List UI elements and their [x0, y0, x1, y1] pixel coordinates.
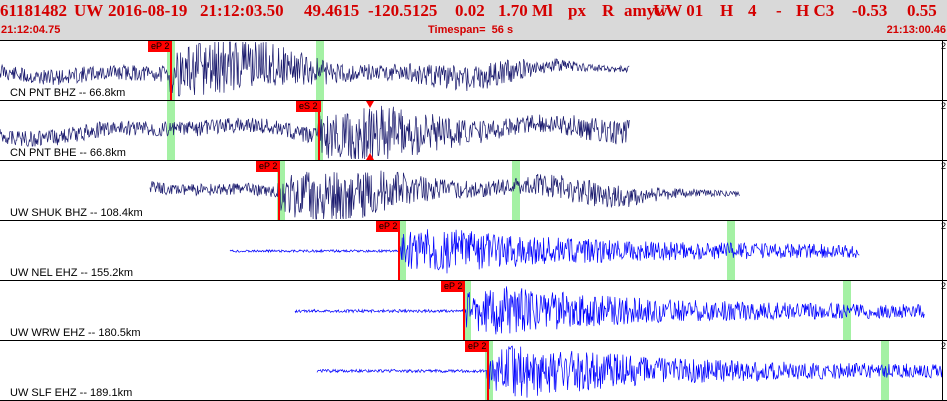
event-dash: -: [776, 1, 782, 20]
time-window-marker[interactable]: [727, 221, 735, 280]
panel-scale-bar[interactable]: [942, 341, 947, 400]
phase-pick-label[interactable]: eP 2: [256, 161, 281, 172]
waveform-panel[interactable]: eP 2 CN PNT BHZ -- 66.8km 2: [0, 41, 947, 101]
station-label: CN PNT BHZ -- 66.8km: [10, 87, 126, 99]
event-value-2: 0.55: [907, 1, 937, 20]
event-time: 21:12:03.50: [200, 1, 284, 20]
scale-value: 2: [940, 221, 946, 231]
seismogram-trace: [149, 170, 740, 220]
event-network: UW: [74, 1, 104, 20]
event-author: amyw: [624, 1, 668, 20]
phase-pick-label[interactable]: eP 2: [148, 41, 173, 52]
station-label: UW SHUK BHZ -- 108.4km: [10, 207, 143, 219]
seismogram-trace: [229, 229, 860, 274]
end-time: 21:13:00.46: [886, 24, 946, 36]
seismogram-trace: [0, 41, 630, 97]
event-net-code: UW 01: [653, 1, 704, 20]
event-amplitudes: [0, 1, 947, 23]
waveform-panel[interactable]: eP 2 UW WRW EHZ -- 180.5km 2: [0, 281, 947, 341]
phase-pick-label[interactable]: eS 2: [296, 101, 321, 112]
panel-scale-bar[interactable]: [942, 101, 947, 160]
time-window-marker[interactable]: [512, 161, 520, 220]
time-window-marker[interactable]: [316, 41, 324, 100]
station-label: CN PNT BHE -- 66.8km: [10, 147, 126, 159]
seismogram-trace: [0, 105, 630, 160]
scale-value: 2: [940, 281, 946, 291]
event-longitude: -120.5125: [368, 1, 438, 20]
phase-pick-label[interactable]: eP 2: [376, 221, 401, 232]
phase-pick-label[interactable]: eP 2: [441, 281, 466, 292]
event-latitude: 49.4615: [304, 1, 360, 20]
station-label: UW SLF EHZ -- 189.1km: [10, 387, 133, 399]
panel-scale-bar[interactable]: [942, 281, 947, 340]
scale-value: 2: [940, 161, 946, 171]
waveform-panel[interactable]: eS 2 CN PNT BHE -- 66.8km 2: [0, 101, 947, 161]
event-date: 2016-08-19: [108, 1, 188, 20]
station-label: UW NEL EHZ -- 155.2km: [10, 267, 134, 279]
time-window-marker[interactable]: [277, 161, 285, 220]
event-header: 61181482 UW 2016-08-19 21:12:03.50 49.46…: [0, 0, 947, 41]
event-id: 61181482: [0, 1, 68, 20]
scale-value: 2: [940, 341, 946, 351]
amplitude-marker-icon: [366, 101, 374, 108]
amplitude-marker-icon: [366, 153, 374, 160]
panel-scale-bar[interactable]: [942, 41, 947, 100]
station-label: UW WRW EHZ -- 180.5km: [10, 327, 141, 339]
event-magnitude: 1.70 Ml: [498, 1, 553, 20]
waveform-panel[interactable]: eP 2 UW SHUK BHZ -- 108.4km 2: [0, 161, 947, 221]
phase-pick-line[interactable]: [278, 161, 280, 220]
event-value-1: -0.53: [852, 1, 888, 20]
event-review: R: [602, 1, 615, 20]
event-type: px: [568, 1, 586, 20]
event-quality: H C3: [796, 1, 835, 20]
start-time: 21:12:04.75: [1, 24, 61, 36]
event-count: 4: [748, 1, 757, 20]
seismogram-trace: [316, 345, 947, 398]
event-h-label: H: [720, 1, 734, 20]
panel-scale-bar[interactable]: [942, 161, 947, 220]
event-depth: 0.02: [455, 1, 485, 20]
phase-pick-line[interactable]: [170, 41, 172, 100]
event-summary-line: 61181482 UW 2016-08-19 21:12:03.50 49.46…: [0, 1, 947, 23]
waveform-panel[interactable]: eP 2 UW SLF EHZ -- 189.1km 2: [0, 341, 947, 401]
phase-pick-line[interactable]: [487, 341, 489, 400]
scale-value: 2: [940, 41, 946, 51]
phase-pick-line[interactable]: [398, 221, 400, 280]
scale-value: 2: [940, 101, 946, 111]
seismogram-trace: [294, 286, 925, 335]
waveform-panel[interactable]: eP 2 UW NEL EHZ -- 155.2km 2: [0, 221, 947, 281]
phase-pick-line[interactable]: [463, 281, 465, 340]
timespan: Timespan= 56 s: [428, 24, 514, 36]
phase-pick-label[interactable]: eP 2: [465, 341, 490, 352]
phase-pick-line[interactable]: [318, 101, 320, 160]
panel-scale-bar[interactable]: [942, 221, 947, 280]
